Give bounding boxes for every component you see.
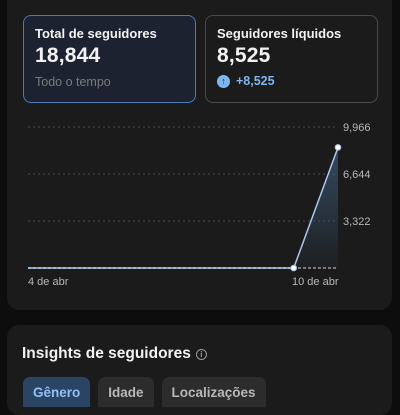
followers-line-chart: 9,966 6,644 3,322 4 de abr 10 de abr [28,122,371,288]
tab-gender[interactable]: Gênero [23,377,91,407]
series-line [28,147,339,269]
total-followers-value: 18,844 [35,44,101,67]
net-followers-delta-value: +8,525 [236,74,275,88]
info-icon[interactable]: i [195,348,207,360]
y-tick-label: 9,966 [343,122,371,134]
tab-locations[interactable]: Localizações [161,377,266,407]
total-followers-card[interactable]: Total de seguidores 18,844 Todo o tempo [23,15,196,103]
data-point [290,264,298,272]
tab-age[interactable]: Idade [98,377,154,407]
x-tick-label: 10 de abr [292,276,339,288]
data-point [334,144,342,151]
insights-tabs: Gênero Idade Localizações [23,377,274,407]
net-followers-value: 8,525 [217,44,271,67]
arrow-up-icon: ↑ [217,74,230,88]
insights-title: Insights de seguidores [22,345,191,362]
series-area [28,147,338,268]
y-tick-label: 6,644 [343,169,371,181]
y-tick-label: 3,322 [343,216,371,228]
net-followers-title: Seguidores líquidos [217,26,342,41]
insights-title-row: Insights de seguidores i [22,345,207,363]
total-followers-period: Todo o tempo [35,75,111,89]
total-followers-title: Total de seguidores [35,26,157,41]
x-tick-label: 4 de abr [28,276,69,288]
net-followers-delta: ↑ +8,525 [217,74,366,88]
net-followers-card[interactable]: Seguidores líquidos 8,525 ↑ +8,525 [205,15,378,103]
follower-insights-panel: Insights de seguidores i Gênero Idade Lo… [7,325,392,415]
